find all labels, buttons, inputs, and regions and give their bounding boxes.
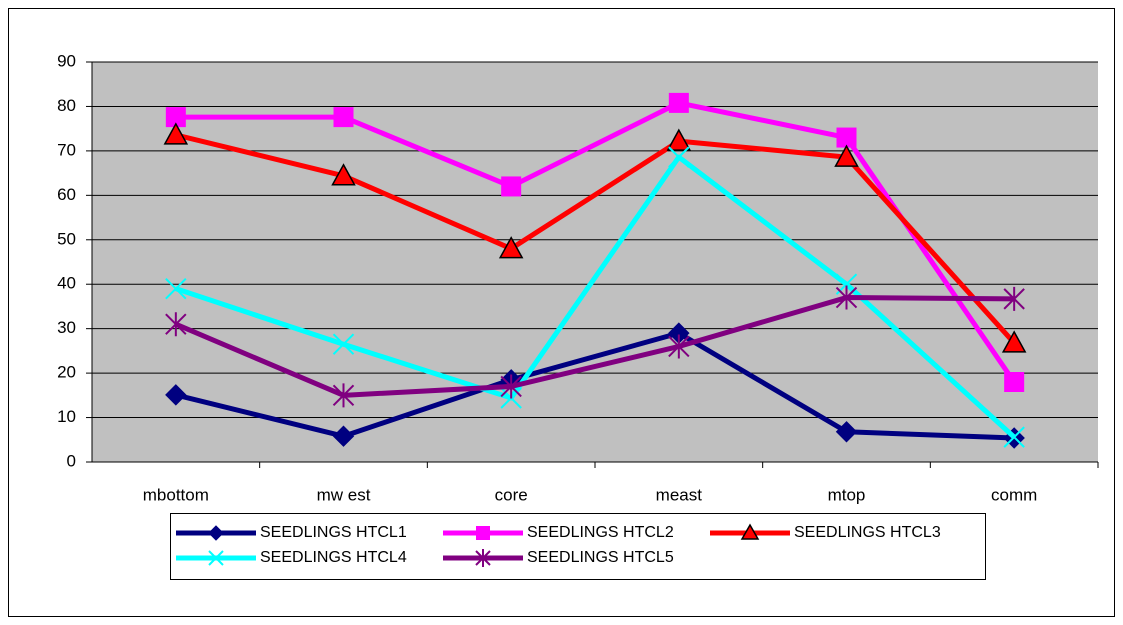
marker [208,525,224,541]
marker [165,277,187,300]
y-tick-label: 20 [57,363,76,382]
legend-box [170,513,986,580]
marker [165,312,187,337]
marker [500,374,522,399]
marker [1004,372,1025,392]
series-line [175,132,1017,345]
legend: SEEDLINGS HTCL1 SEEDLINGS HTCL2 SEEDLINGS … [170,513,986,580]
plot-area [92,62,1098,462]
marker [332,383,355,408]
marker [1003,426,1025,448]
marker [834,144,859,167]
x-tick-label: core [495,485,528,504]
legend-label: SEEDLINGS HTCL3 [794,524,941,541]
legend-label: SEEDLINGS HTCL4 [260,549,407,566]
marker [476,526,490,540]
y-tick-label: 50 [57,229,76,248]
marker [208,550,224,566]
marker [333,107,354,128]
y-tick-label: 80 [57,96,76,115]
marker [835,285,858,310]
x-tick-label: meast [656,485,703,504]
y-tick-label: 0 [67,451,76,470]
x-tick-label: mtop [828,485,866,504]
marker [666,128,692,151]
x-tick-label: mbottom [143,485,209,504]
legend-label: SEEDLINGS HTCL5 [527,549,674,566]
marker [1003,286,1025,311]
x-tick-label: comm [991,485,1037,504]
y-tick-label: 60 [57,185,76,204]
y-tick-label: 90 [57,51,76,70]
x-tick-label: mw est [317,485,371,504]
marker [835,421,858,443]
marker [668,92,689,113]
marker [331,163,356,186]
series-line [175,100,1017,384]
marker [1001,330,1027,353]
marker [332,425,355,447]
marker [163,122,189,145]
y-tick-label: 30 [57,318,76,337]
marker [836,127,857,148]
legend-label: SEEDLINGS HTCL1 [260,524,407,541]
marker [501,176,522,197]
marker [332,333,355,355]
series-line [175,330,1015,441]
series-line [175,154,1016,439]
marker [165,107,186,128]
marker [668,334,690,359]
series-line [174,295,1015,398]
y-tick-label: 40 [57,274,76,293]
y-tick-label: 10 [57,407,76,426]
marker [498,236,524,259]
legend-label: SEEDLINGS HTCL2 [527,524,674,541]
marker [475,549,491,567]
marker [740,523,760,540]
marker [165,384,187,406]
marker [668,146,690,168]
y-tick-label: 70 [57,140,76,159]
